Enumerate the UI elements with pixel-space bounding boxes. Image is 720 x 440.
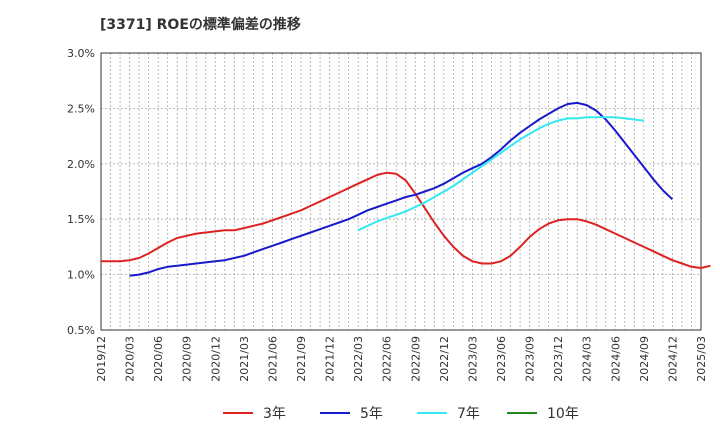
y-tick-label: 2.5% (67, 102, 95, 115)
x-tick-label: 2022/06 (381, 336, 394, 382)
x-tick-label: 2021/12 (324, 336, 337, 382)
x-tick-label: 2024/06 (609, 336, 622, 382)
series-lines (101, 101, 711, 277)
grid-lines (101, 53, 701, 330)
x-tick-label: 2021/09 (295, 336, 308, 382)
x-tick-label: 2020/03 (124, 336, 137, 382)
chart-title: [3371] ROEの標準偏差の推移 (100, 17, 301, 33)
series-line-7年 (357, 116, 645, 232)
x-tick-label: 2023/03 (466, 336, 479, 382)
x-tick-label: 2022/03 (352, 336, 365, 382)
legend-label-7年: 7年 (457, 406, 480, 422)
legend-label-3年: 3年 (263, 406, 286, 422)
legend-label-5年: 5年 (360, 406, 383, 422)
y-tick-label: 2.0% (67, 158, 95, 171)
y-tick-label: 1.5% (67, 213, 95, 226)
x-tick-label: 2020/12 (209, 336, 222, 382)
legend-label-10年: 10年 (547, 406, 579, 422)
x-tick-label: 2023/06 (495, 336, 508, 382)
x-tick-label: 2024/12 (666, 336, 679, 382)
x-tick-label: 2023/12 (552, 336, 565, 382)
x-axis-ticks: 2019/12 2020/03 2020/06 2020/09 2020/12 2021/… (95, 336, 708, 382)
x-tick-label: 2020/09 (181, 336, 194, 382)
series-line-5年 (129, 101, 674, 277)
y-tick-label: 3.0% (67, 47, 95, 60)
x-tick-label: 2024/09 (638, 336, 651, 382)
y-tick-label: 0.5% (67, 324, 95, 337)
x-tick-label: 2019/12 (95, 336, 108, 382)
x-tick-label: 2020/06 (152, 336, 165, 382)
x-tick-label: 2022/12 (438, 336, 451, 382)
x-tick-label: 2023/09 (524, 336, 537, 382)
x-tick-label: 2024/03 (581, 336, 594, 382)
x-tick-label: 2021/03 (238, 336, 251, 382)
x-tick-label: 2021/06 (266, 336, 279, 382)
legend: 3年 5年 7年 10年 (223, 406, 579, 422)
y-axis-ticks: 0.5% 1.0% 1.5% 2.0% 2.5% 3.0% (67, 47, 95, 337)
x-tick-label: 2025/03 (695, 336, 708, 382)
y-tick-label: 1.0% (67, 269, 95, 282)
series-line-3年 (101, 171, 711, 269)
x-tick-label: 2022/09 (409, 336, 422, 382)
plot-frame (100, 52, 702, 331)
